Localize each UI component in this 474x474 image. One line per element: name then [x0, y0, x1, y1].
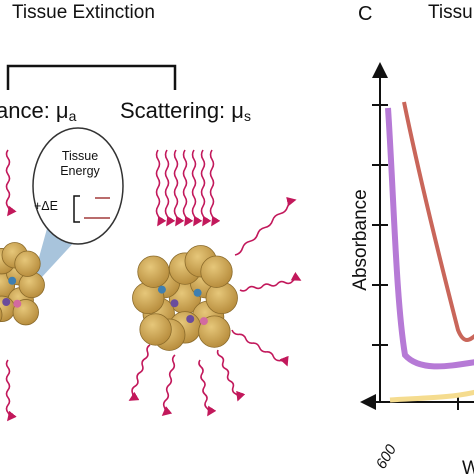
inset-bubble: [32, 127, 124, 245]
energy-bracket: [73, 195, 80, 223]
light-ray: [198, 359, 217, 417]
cell: [0, 307, 3, 323]
light-ray: [200, 149, 212, 227]
cell: [137, 255, 170, 288]
scattering-label: Scattering: μs: [120, 98, 251, 124]
light-ray: [161, 354, 176, 417]
light-ray: [234, 196, 297, 256]
nucleus: [170, 299, 179, 308]
panel-title: Tissu: [428, 2, 473, 23]
nucleus: [2, 298, 11, 306]
cell: [200, 255, 233, 288]
light-ray: [191, 149, 203, 227]
panel-title: Tissue Extinction: [12, 2, 155, 23]
light-ray: [182, 149, 194, 227]
nucleus: [193, 288, 202, 297]
x-axis-label: W: [462, 458, 474, 474]
tissue-cells: [0, 242, 238, 351]
nucleus: [199, 317, 208, 326]
incident-light: [5, 149, 302, 422]
curve: [389, 389, 474, 403]
nucleus: [13, 299, 22, 308]
curve: [385, 107, 474, 370]
light-ray: [231, 329, 289, 367]
nucleus: [186, 315, 195, 323]
light-ray: [239, 271, 302, 292]
panel-letter: C: [358, 3, 372, 25]
light-ray: [5, 359, 17, 422]
curve: [402, 101, 474, 342]
cell: [14, 250, 41, 277]
y-axis-label: Absorbance: [350, 189, 371, 290]
light-ray: [5, 149, 17, 217]
inset-line2: Energy: [60, 164, 100, 178]
light-ray: [173, 149, 185, 227]
light-ray: [164, 149, 176, 227]
cell: [139, 313, 172, 346]
nucleus: [8, 276, 17, 285]
light-ray: [209, 149, 221, 227]
inset-line1: Tissue: [62, 149, 98, 163]
nucleus: [157, 285, 166, 294]
inset-delta: +ΔE: [34, 199, 58, 213]
light-ray: [155, 149, 167, 227]
light-ray: [128, 344, 151, 401]
light-ray: [216, 349, 246, 402]
bracket: [6, 64, 177, 90]
absorbance-label: ance: μa: [0, 98, 77, 124]
